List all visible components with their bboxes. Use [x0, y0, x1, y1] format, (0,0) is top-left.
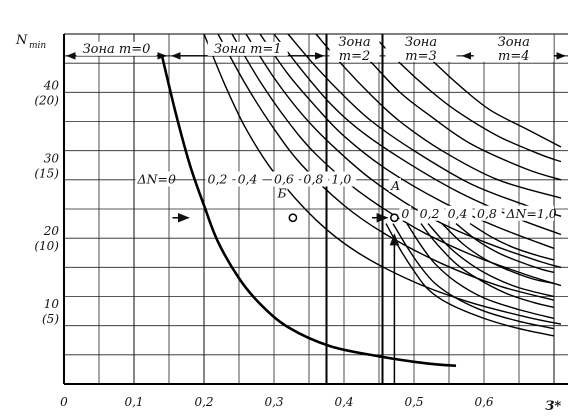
series-line-17	[441, 223, 555, 285]
point-label: Б	[277, 185, 287, 200]
curve-label-bg	[301, 171, 329, 187]
series-line-3	[231, 33, 562, 287]
curve-label: ΔN=1,0	[505, 206, 556, 221]
zone-label-bg	[76, 41, 157, 56]
zone-label-bg	[385, 31, 457, 62]
curve-label: 0,4	[448, 206, 468, 221]
curve-label-bg	[272, 171, 299, 187]
series-line-16	[427, 223, 555, 298]
zone-sublabel-2: m=2	[339, 49, 371, 64]
x-tick-label: 0,3	[264, 395, 283, 409]
zone-label-4: Зона	[498, 35, 530, 50]
curve-label-bg	[475, 205, 502, 221]
y-tick-sublabel: (10)	[34, 239, 59, 253]
series-line-9	[343, 33, 562, 181]
curve-label: 0,2	[208, 171, 228, 186]
zone-label-bg	[473, 31, 554, 62]
curve-label: 0,6	[274, 171, 294, 186]
curve-label: 0,8	[303, 171, 323, 186]
curve-label-bg	[135, 171, 170, 187]
zone-label-3: Зона	[405, 35, 437, 50]
point-А	[390, 213, 399, 223]
axes	[63, 33, 568, 385]
x-axis-label: З*	[545, 399, 561, 414]
series-line-7	[287, 33, 562, 217]
x-tick-label: 0,1	[124, 395, 143, 409]
x-tick-label: 0,4	[334, 395, 353, 409]
curve-label: ΔN=0	[137, 171, 176, 186]
series-line-1	[203, 33, 562, 325]
point-label-bg	[388, 178, 401, 193]
curve-label-bg	[399, 205, 411, 221]
y-tick-label: 20	[43, 224, 60, 238]
series-line-0	[160, 55, 457, 368]
series-line-19	[469, 222, 555, 261]
series-line-14	[406, 223, 555, 320]
x-tick-label: 0,5	[404, 395, 423, 409]
curve-label: 0,8	[477, 206, 497, 221]
series-line-8	[315, 33, 562, 199]
point-label: А	[390, 178, 400, 193]
y-tick-sublabel: (15)	[34, 166, 59, 180]
series-line-13	[392, 223, 555, 330]
zone-label-bg	[329, 31, 380, 62]
curve-label-bg	[417, 205, 445, 221]
curve-label-bg	[329, 171, 357, 187]
series-line-10	[371, 33, 562, 163]
curve-label-bg	[235, 171, 263, 187]
arrows	[172, 212, 400, 384]
zone-boundaries	[325, 34, 384, 384]
x-tick-label: 0,2	[194, 395, 213, 409]
y-tick-label: 30	[44, 151, 60, 165]
curve-label-bg	[445, 205, 473, 221]
tick-labels: 0 0,1 0,2 0,3 0,4 0,5 0,6 10(5) 20(10) 30(15) 40(2…	[34, 78, 494, 409]
curve-labels: ΔN=0 0,2 0,4 0,6 0,8 1,0 0 0,2 0,4 0,8 ΔN=1,0	[135, 171, 557, 221]
zone-label-bg	[207, 41, 288, 56]
y-axis-label-sub: min	[29, 41, 46, 51]
y-tick-sublabel: (20)	[34, 93, 59, 107]
series-line-15	[420, 223, 555, 309]
x-tick-label: 0,6	[474, 395, 493, 409]
point-Б	[288, 213, 298, 223]
x-tick-label: 0	[60, 395, 68, 409]
curve-label: 0,2	[420, 206, 440, 221]
y-tick-sublabel: (5)	[42, 312, 59, 326]
zone-sublabel-4: m=4	[498, 49, 530, 64]
series-line-2	[217, 33, 555, 301]
zone-label-0: Зона m=0	[83, 42, 151, 57]
series-line-5	[259, 33, 555, 250]
zone-sublabel-3: m=3	[405, 49, 437, 64]
curve-label: 0	[401, 206, 409, 221]
series-line-18	[455, 223, 555, 274]
curve-label: 1,0	[331, 171, 351, 186]
series-line-4	[245, 33, 562, 269]
y-axis-title: N min	[15, 33, 46, 51]
curve-label-bg	[205, 171, 233, 187]
series-lines	[160, 33, 562, 368]
y-tick-label: 40	[43, 78, 60, 92]
point-label-bg	[275, 185, 288, 200]
series-line-12	[385, 223, 555, 337]
curve-label: 0,4	[238, 171, 258, 186]
y-tick-label: 10	[44, 297, 60, 311]
zone-label-1: Зона m=1	[214, 42, 282, 57]
zone-label-2: Зона	[338, 35, 370, 50]
y-axis-label: N	[15, 33, 28, 48]
curve-label-bg	[504, 205, 554, 221]
